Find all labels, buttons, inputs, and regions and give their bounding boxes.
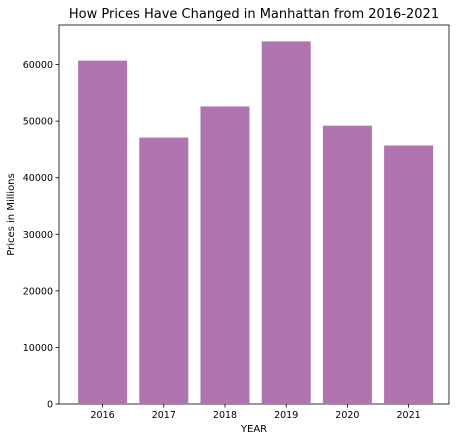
bar-2019 [261,41,311,404]
y-axis-label: Prices in Millions [6,173,17,256]
bar-2016 [78,60,128,404]
y-tick-label: 20000 [23,286,53,297]
x-axis-label: YEAR [240,424,267,435]
x-axis-ticks: 2016 2017 2018 2019 2020 2021 [91,404,421,421]
plot-area-frame [58,24,450,405]
x-tick-label: 2019 [274,410,298,421]
x-tick-label: 2017 [152,410,176,421]
bar-2017 [139,137,189,404]
bars-group [78,41,434,405]
y-tick-label: 40000 [23,173,53,184]
bar-2018 [200,106,250,404]
bar-2020 [322,125,372,405]
y-tick-label: 0 [47,400,53,411]
x-tick-label: 2016 [91,410,115,421]
chart-title: How Prices Have Changed in Manhattan fro… [69,7,439,22]
x-tick-label: 2018 [213,410,237,421]
y-tick-label: 60000 [23,60,53,71]
y-tick-label: 30000 [23,230,53,241]
y-axis-ticks: 0 10000 20000 30000 40000 50000 60000 [23,60,59,411]
y-tick-label: 10000 [23,343,53,354]
x-tick-label: 2021 [397,410,421,421]
x-tick-label: 2020 [335,410,359,421]
y-tick-label: 50000 [23,117,53,128]
bar-2021 [384,145,434,405]
